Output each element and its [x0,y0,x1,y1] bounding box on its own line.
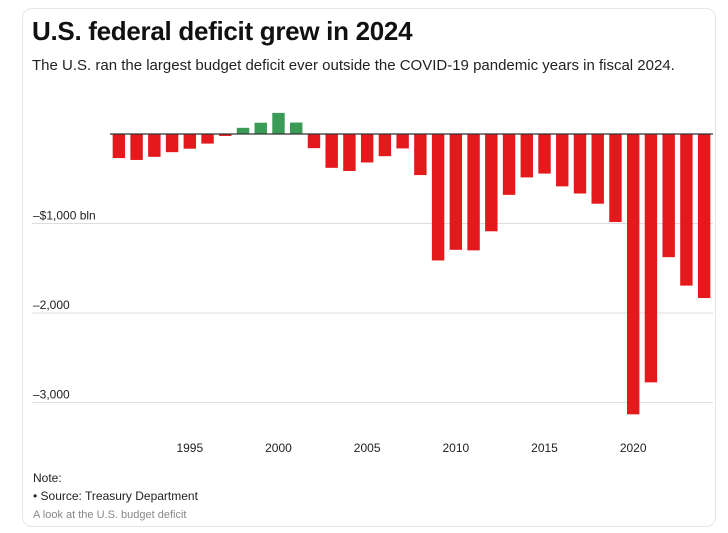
y-tick-label: –2,000 [33,298,70,312]
y-tick-label: –$1,000 bln [33,209,96,223]
bar-2012 [485,134,498,232]
bar-1998 [236,127,250,134]
bar-2002 [307,134,321,149]
x-tick-label: 1995 [176,441,203,455]
x-tick-label: 2005 [354,441,381,455]
bar-2022 [662,134,675,258]
bar-2003 [325,134,338,168]
x-tick-label: 2010 [442,441,469,455]
bar-2010 [449,134,463,250]
bar-1992 [130,134,143,160]
source-text: • Source: Treasury Department [33,489,198,503]
bar-2011 [467,134,480,251]
note-label: Note: [33,471,62,485]
y-tick-label: –3,000 [33,388,70,402]
bar-2020 [626,134,640,415]
x-tick-label: 2000 [265,441,292,455]
bar-2016 [556,134,569,187]
bar-2013 [502,134,516,195]
bar-2000 [272,112,285,134]
bar-chart: –$1,000 bln –2,000 –3,000 1995 2000 2005 2010 2… [32,112,713,455]
chart-title: U.S. federal deficit grew in 2024 [32,16,413,46]
bar-1993 [148,134,161,157]
bar-2001 [290,122,303,134]
bar-2005 [360,134,374,163]
bar-2004 [343,134,356,171]
bar-1997 [219,134,232,136]
bar-2006 [378,134,392,157]
bar-2008 [414,134,427,176]
bar-2007 [396,134,409,149]
bar-2014 [520,134,533,178]
bar-2015 [538,134,551,174]
bar-1999 [254,122,267,134]
x-tick-label: 2015 [531,441,558,455]
bar-2017 [573,134,587,194]
x-tick-label: 2020 [620,441,647,455]
bar-2021 [644,134,658,383]
bar-2018 [591,134,604,204]
bar-1991 [112,134,126,159]
caption-text: A look at the U.S. budget deficit [33,509,187,521]
bar-1994 [165,134,179,153]
bar-1995 [183,134,197,149]
bar-2009 [431,134,445,261]
bar-1996 [201,134,214,144]
chart-subtitle: The U.S. ran the largest budget deficit … [32,57,675,74]
bar-2019 [609,134,622,223]
bar-2023 [680,134,693,286]
bar-2024 [697,134,711,299]
chart-card [22,8,716,527]
